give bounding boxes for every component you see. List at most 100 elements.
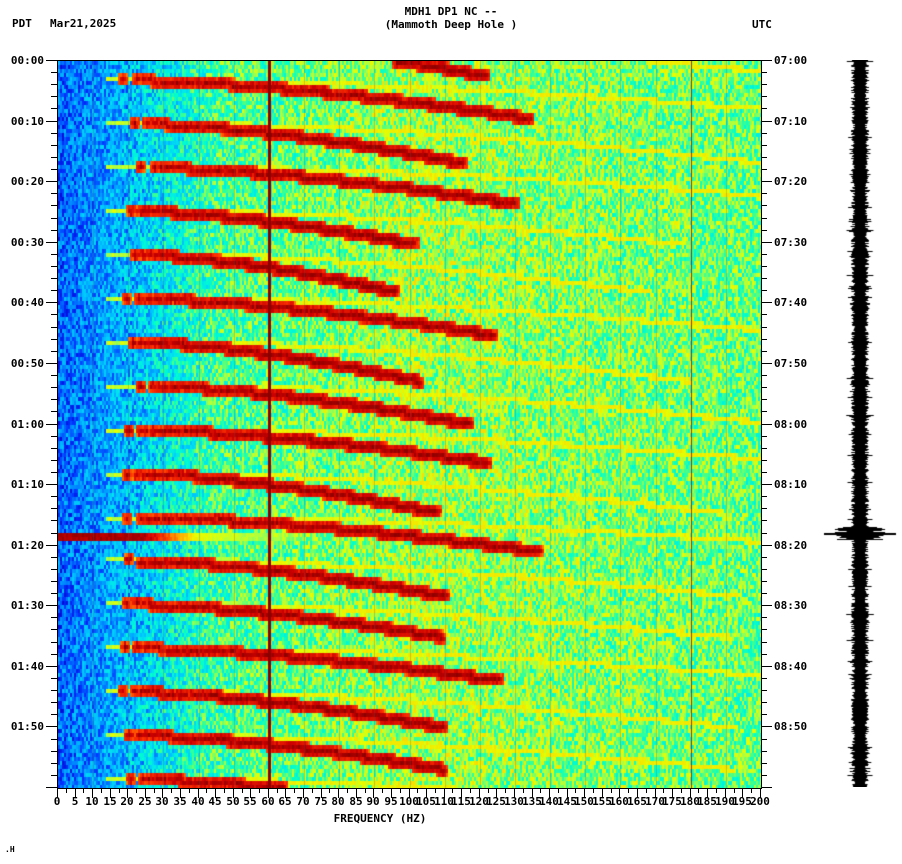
frequency-tick bbox=[760, 788, 761, 798]
time-tick bbox=[51, 448, 57, 449]
time-tick bbox=[51, 278, 57, 279]
time-tick bbox=[51, 193, 57, 194]
frequency-axis-label: 140 bbox=[539, 795, 559, 808]
time-tick bbox=[51, 218, 57, 219]
frequency-tick bbox=[409, 788, 410, 798]
frequency-axis-label: 30 bbox=[155, 795, 169, 808]
frequency-axis-label: 190 bbox=[715, 795, 735, 808]
frequency-tick bbox=[426, 788, 427, 798]
frequency-tick bbox=[312, 788, 313, 793]
spectrogram-plot[interactable] bbox=[57, 60, 762, 789]
time-tick bbox=[51, 569, 57, 570]
time-tick bbox=[51, 678, 57, 679]
frequency-axis-label: 55 bbox=[243, 795, 257, 808]
frequency-axis-label: 25 bbox=[138, 795, 152, 808]
frequency-tick bbox=[611, 788, 612, 793]
time-tick bbox=[51, 133, 57, 134]
frequency-tick bbox=[92, 788, 93, 798]
frequency-tick bbox=[575, 788, 576, 793]
frequency-tick bbox=[356, 788, 357, 798]
time-tick bbox=[761, 678, 767, 679]
frequency-tick bbox=[716, 788, 717, 793]
time-tick bbox=[46, 484, 57, 485]
time-tick bbox=[51, 436, 57, 437]
frequency-tick bbox=[505, 788, 506, 793]
time-tick bbox=[761, 496, 767, 497]
frequency-tick bbox=[294, 788, 295, 793]
time-axis-label: 07:30 bbox=[774, 236, 808, 249]
time-tick bbox=[51, 230, 57, 231]
time-tick bbox=[761, 666, 772, 667]
time-tick bbox=[761, 726, 772, 727]
frequency-tick bbox=[470, 788, 471, 793]
time-tick bbox=[761, 751, 767, 752]
timezone-left-label: PDT bbox=[12, 17, 32, 30]
time-tick bbox=[761, 314, 767, 315]
time-tick bbox=[761, 472, 767, 473]
page-subtitle: (Mammoth Deep Hole ) bbox=[384, 18, 518, 31]
frequency-tick bbox=[742, 788, 743, 798]
time-tick bbox=[51, 642, 57, 643]
time-tick bbox=[761, 230, 767, 231]
time-tick bbox=[761, 787, 772, 788]
time-tick bbox=[46, 424, 57, 425]
time-tick bbox=[51, 375, 57, 376]
time-axis-label: 00:00 bbox=[10, 54, 44, 67]
frequency-tick bbox=[83, 788, 84, 793]
time-axis-label: 00:20 bbox=[10, 175, 44, 188]
frequency-tick bbox=[619, 788, 620, 798]
frequency-tick bbox=[242, 788, 243, 793]
frequency-tick bbox=[206, 788, 207, 793]
time-tick bbox=[46, 181, 57, 182]
frequency-tick bbox=[672, 788, 673, 798]
time-tick bbox=[51, 533, 57, 534]
time-axis-label: 07:20 bbox=[774, 175, 808, 188]
time-tick bbox=[46, 666, 57, 667]
frequency-axis-title: FREQUENCY (HZ) bbox=[333, 812, 427, 825]
frequency-tick bbox=[382, 788, 383, 793]
frequency-axis-label: 10 bbox=[85, 795, 99, 808]
time-tick bbox=[761, 96, 767, 97]
time-tick bbox=[761, 327, 767, 328]
frequency-axis-label: 110 bbox=[434, 795, 454, 808]
time-tick bbox=[761, 108, 767, 109]
time-tick bbox=[51, 96, 57, 97]
frequency-axis-label: 115 bbox=[451, 795, 471, 808]
time-tick bbox=[51, 763, 57, 764]
time-tick bbox=[761, 617, 767, 618]
frequency-axis-label: 125 bbox=[486, 795, 506, 808]
frequency-tick bbox=[285, 788, 286, 798]
time-tick bbox=[761, 557, 767, 558]
frequency-tick bbox=[180, 788, 181, 798]
time-tick bbox=[46, 787, 57, 788]
time-tick bbox=[761, 654, 767, 655]
frequency-axis-label: 90 bbox=[366, 795, 380, 808]
time-axis-label: 01:40 bbox=[10, 660, 44, 673]
frequency-tick bbox=[250, 788, 251, 798]
time-tick bbox=[761, 351, 767, 352]
time-tick bbox=[761, 605, 772, 606]
time-tick bbox=[761, 290, 767, 291]
time-tick bbox=[51, 714, 57, 715]
time-tick bbox=[51, 739, 57, 740]
time-tick bbox=[51, 157, 57, 158]
frequency-tick bbox=[514, 788, 515, 798]
frequency-axis-label: 75 bbox=[314, 795, 328, 808]
time-axis-label: 00:30 bbox=[10, 236, 44, 249]
time-axis-label: 08:30 bbox=[774, 599, 808, 612]
frequency-axis-label: 195 bbox=[732, 795, 752, 808]
frequency-axis-label: 120 bbox=[469, 795, 489, 808]
frequency-tick bbox=[540, 788, 541, 793]
frequency-tick bbox=[707, 788, 708, 798]
time-tick bbox=[761, 593, 767, 594]
frequency-tick bbox=[101, 788, 102, 793]
time-tick bbox=[761, 690, 767, 691]
time-tick bbox=[51, 520, 57, 521]
time-tick bbox=[761, 375, 767, 376]
frequency-axis-label: 165 bbox=[627, 795, 647, 808]
frequency-tick bbox=[329, 788, 330, 793]
time-tick bbox=[761, 739, 767, 740]
frequency-tick bbox=[171, 788, 172, 793]
time-tick bbox=[761, 460, 767, 461]
time-tick bbox=[761, 545, 772, 546]
